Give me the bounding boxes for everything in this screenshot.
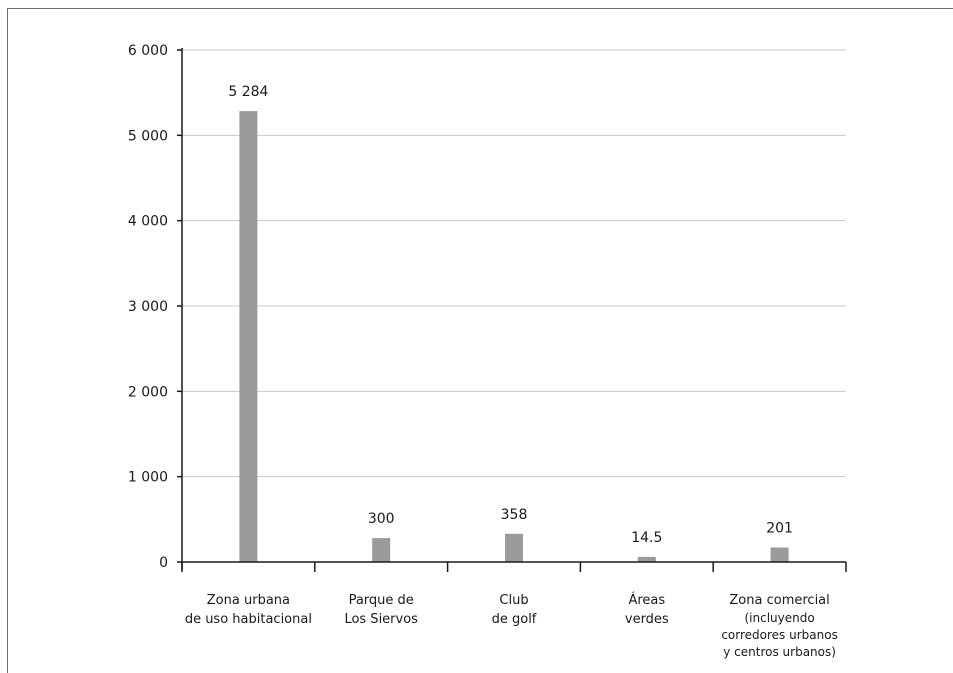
y-tick-label: 0	[159, 555, 168, 571]
grid-lines	[182, 49, 846, 478]
y-tick-label: 5 000	[128, 128, 168, 144]
y-axis-ticks: 0 1 000 2 000 3 000 4 000 5 000 6 000	[128, 43, 183, 571]
category-labels: Zona urbana de uso habitacional Parque de L…	[185, 592, 838, 659]
category-label: corredores urbanos	[721, 628, 838, 642]
category-label: (incluyendo	[744, 611, 814, 625]
y-tick-label: 4 000	[128, 214, 168, 230]
bar	[372, 538, 391, 562]
category-label: Club	[499, 593, 528, 608]
y-tick-label: 1 000	[128, 470, 168, 486]
data-label: 201	[766, 520, 793, 536]
y-tick-label: 2 000	[128, 384, 168, 400]
bar	[239, 111, 258, 562]
data-labels: 5 284 300 358 14.5 201	[228, 84, 793, 546]
data-label: 300	[368, 511, 395, 527]
bar	[505, 533, 523, 562]
category-label: Los Siervos	[344, 612, 418, 627]
category-label: Zona comercial	[729, 593, 829, 608]
y-tick-label: 3 000	[128, 299, 168, 315]
y-tick-label: 6 000	[128, 43, 168, 59]
data-label: 5 284	[228, 84, 268, 100]
x-axis	[181, 561, 847, 572]
bars	[239, 111, 789, 562]
bar	[637, 556, 656, 562]
category-label: de uso habitacional	[185, 612, 312, 627]
category-label: verdes	[625, 612, 669, 627]
chart-frame	[7, 8, 953, 673]
category-label: Parque de	[349, 593, 414, 608]
bar	[770, 547, 789, 562]
data-label: 358	[501, 507, 528, 523]
category-label: de golf	[492, 612, 537, 627]
category-label: Áreas	[628, 592, 665, 608]
data-label: 14.5	[631, 530, 662, 546]
category-label: Zona urbana	[207, 593, 290, 608]
category-label: y centros urbanos)	[723, 645, 836, 659]
